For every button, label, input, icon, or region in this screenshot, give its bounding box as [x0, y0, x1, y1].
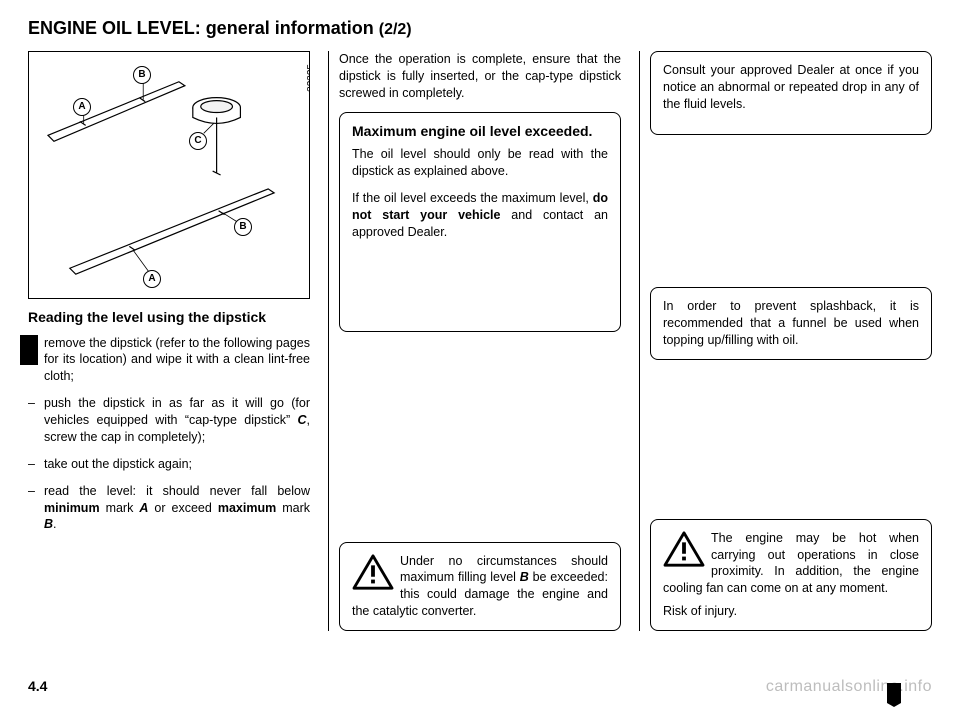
- column-1: 32325: [28, 51, 318, 631]
- page-corner-icon: [887, 683, 905, 707]
- page: ENGINE OIL LEVEL: general information (2…: [0, 0, 960, 710]
- funnel-text: In order to prevent splashback, it is re…: [663, 299, 919, 347]
- dealer-text: Consult your approved Dealer at once if …: [663, 63, 919, 111]
- col3-warning-p2: Risk of injury.: [663, 604, 737, 618]
- col2-warning-box: Under no circumstances should maximum fi…: [339, 542, 621, 632]
- title-main: ENGINE OIL LEVEL: general information: [28, 18, 374, 38]
- callout-b-bottom: B: [234, 218, 252, 236]
- callout-b-top: B: [133, 66, 151, 84]
- figure-svg: [29, 52, 309, 298]
- watermark: carmanualsonline.info: [766, 678, 932, 696]
- callout-c: C: [189, 132, 207, 150]
- max-oil-p2: If the oil level exceeds the maximum lev…: [352, 190, 608, 241]
- column-3: Consult your approved Dealer at once if …: [650, 51, 932, 631]
- col3-warning-box: The engine may be hot when carrying out …: [650, 519, 932, 631]
- list-item: remove the dipstick (refer to the follow…: [28, 335, 310, 386]
- max-oil-box: Maximum engine oil level exceeded. The o…: [339, 112, 621, 332]
- title-part: (2/2): [379, 21, 412, 38]
- funnel-box: In order to prevent splashback, it is re…: [650, 287, 932, 360]
- warning-icon: [663, 530, 705, 568]
- column-divider: [639, 51, 640, 631]
- col2-intro: Once the operation is complete, ensure t…: [339, 51, 621, 102]
- col1-heading: Reading the level using the dipstick: [28, 309, 310, 327]
- list-item: push the dipstick in as far as it will g…: [28, 395, 310, 446]
- columns: 32325: [28, 51, 932, 631]
- page-title: ENGINE OIL LEVEL: general information (2…: [28, 18, 932, 39]
- list-item: read the level: it should never fall bel…: [28, 483, 310, 534]
- page-number: 4.4: [28, 678, 47, 694]
- col1-list: remove the dipstick (refer to the follow…: [28, 335, 310, 534]
- warning-icon: [352, 553, 394, 591]
- dipstick-figure: 32325: [28, 51, 310, 299]
- dealer-box: Consult your approved Dealer at once if …: [650, 51, 932, 135]
- callout-a-top: A: [73, 98, 91, 116]
- max-oil-title: Maximum engine oil level exceeded.: [352, 123, 608, 141]
- figure-number: 32325: [306, 64, 310, 92]
- column-2: Once the operation is complete, ensure t…: [339, 51, 629, 631]
- column-divider: [328, 51, 329, 631]
- list-item: take out the dipstick again;: [28, 456, 310, 473]
- callout-a-bottom: A: [143, 270, 161, 288]
- max-oil-p1: The oil level should only be read with t…: [352, 146, 608, 180]
